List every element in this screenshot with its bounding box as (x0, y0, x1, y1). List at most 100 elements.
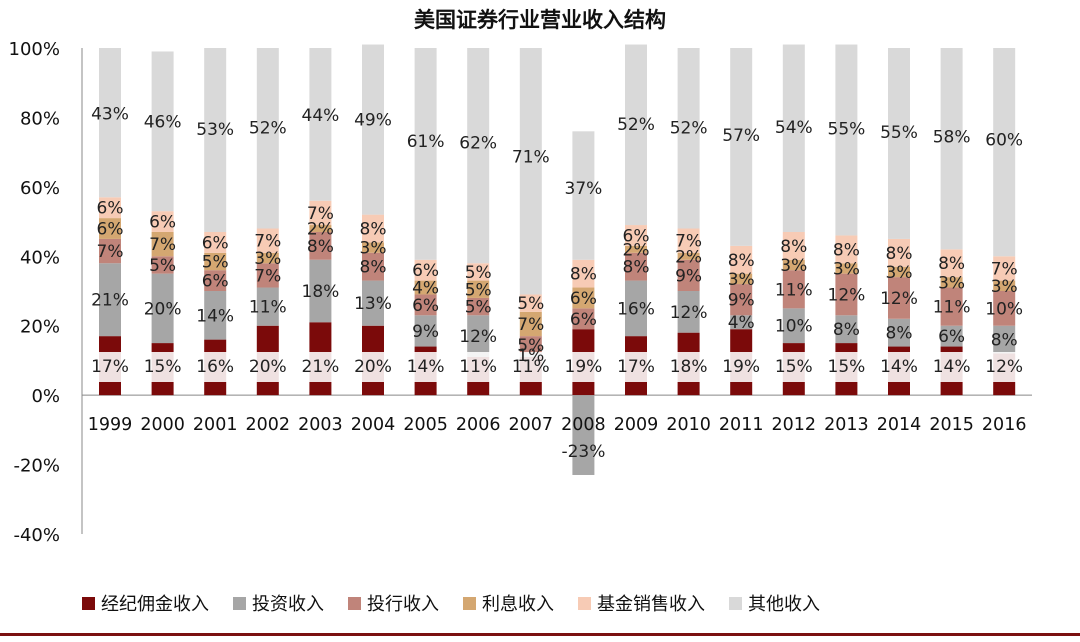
bar-segment-2000-s5 (151, 51, 174, 212)
data-label-2006-s0: 11% (459, 357, 497, 377)
data-label-2012-s3: 3% (780, 256, 807, 276)
bar-segment-1999-s2 (99, 238, 121, 264)
x-tick-label: 1999 (88, 415, 133, 435)
bar-segment-2003-s1 (309, 259, 332, 323)
x-tick-label: 2013 (824, 415, 869, 435)
data-label-2016-s1: 8% (991, 331, 1018, 351)
x-tick-label: 2005 (403, 415, 448, 435)
bar-segment-2016-s4 (993, 256, 1016, 281)
data-label-2016-s2: 10% (985, 299, 1023, 319)
data-label-2013-s4: 8% (833, 240, 860, 260)
bar-segment-2005-s3 (414, 280, 437, 295)
data-label-2009-s3: 2% (623, 240, 650, 260)
data-label-2009-s0: 17% (617, 357, 655, 377)
legend-swatch (82, 596, 95, 610)
data-label-2008-s0: 19% (565, 357, 603, 377)
data-label-2002-s3: 3% (254, 249, 281, 269)
bar-segment-2000-s2 (151, 256, 174, 274)
data-label-2007-s4: 5% (517, 294, 544, 314)
bar-segment-2007-s5 (519, 48, 542, 295)
bar-segment-2002-s2 (256, 263, 279, 288)
bar-segment-2006-s5 (467, 48, 490, 264)
chart-title: 美国证券行业营业收入结构 (414, 7, 666, 32)
data-label-1999-s2: 7% (97, 242, 124, 262)
brokerage-label-band (557, 352, 610, 382)
data-label-2000-s5: 46% (144, 113, 182, 133)
x-tick-layer: 1999 2000 2001 2002 2003 2004 2005 2006 2007 2008… (88, 415, 1027, 435)
bar-segment-2011-s4 (730, 245, 753, 274)
bar-segment-2004-s3 (362, 242, 384, 253)
data-label-2004-s5: 49% (354, 110, 392, 130)
legend: 经纪佣金收入 投资收入 投行收入 利息收入 基金销售收入 其他收入 (82, 590, 820, 616)
brokerage-label-band (294, 352, 347, 382)
bar-segment-2000-s4 (151, 211, 174, 232)
bar-segment-2005-s4 (414, 259, 437, 281)
data-label-2003-s3: 2% (307, 220, 334, 240)
data-label-2003-s1: 18% (302, 282, 340, 302)
legend-item: 投资收入 (233, 590, 324, 616)
bar-segment-2006-s1 (467, 315, 490, 357)
data-label-2003-s0: 21% (302, 357, 340, 377)
y-tick-label: 60% (20, 178, 60, 199)
y-tick-label: -40% (13, 525, 60, 546)
bar-segment-2014-s3 (888, 266, 910, 278)
bar-segment-2006-s4 (467, 263, 490, 281)
bar-segment-2011-s3 (730, 273, 753, 285)
bar-segment-2008-s1 (572, 395, 595, 475)
y-tick-label: 0% (31, 386, 60, 407)
bar-segment-1999-s1 (99, 263, 121, 337)
data-label-layer: 17%21%7%6%6%43%15%20%5%7%6%46%16%14%6%5%… (91, 105, 1023, 462)
brokerage-label-band (241, 352, 294, 382)
bar-segment-2010-s5 (677, 48, 700, 229)
bar-segment-2007-s3 (519, 311, 542, 337)
bar-segment-2010-s1 (677, 291, 700, 333)
legend-label: 利息收入 (482, 594, 554, 615)
y-tick-label: 80% (20, 108, 60, 129)
bar-segment-2009-s2 (625, 252, 647, 281)
bar-layer (99, 44, 1016, 475)
data-label-2007-s3: 7% (517, 315, 544, 335)
bar-segment-2016-s2 (993, 291, 1016, 326)
bar-segment-2002-s1 (256, 287, 279, 326)
data-label-2014-s0: 14% (880, 357, 918, 377)
bar-segment-2001-s4 (204, 231, 227, 253)
data-label-2008-s5: 37% (565, 179, 603, 199)
legend-label: 基金销售收入 (597, 594, 705, 615)
data-label-2004-s3: 3% (360, 239, 387, 259)
legend-item: 利息收入 (463, 590, 554, 616)
data-label-2013-s1: 8% (833, 320, 860, 340)
legend-item: 其他收入 (729, 590, 820, 616)
bar-segment-2003-s2 (309, 231, 332, 260)
data-label-2005-s2: 6% (412, 296, 439, 316)
data-label-2009-s5: 52% (617, 115, 655, 135)
x-tick-label: 2001 (193, 415, 238, 435)
y-tick-label: -20% (13, 456, 60, 477)
data-label-2016-s0: 12% (985, 357, 1023, 377)
data-label-2007-s0: 11% (512, 357, 550, 377)
data-label-2007-s1: 1% (517, 346, 544, 366)
data-label-2007-s2: 5% (517, 336, 544, 356)
data-label-2015-s4: 8% (938, 254, 965, 274)
data-label-2009-s4: 6% (623, 226, 650, 246)
brokerage-label-band (136, 352, 189, 382)
data-label-2006-s2: 5% (465, 298, 492, 318)
data-label-2015-s1: 6% (938, 327, 965, 347)
bar-segment-2013-s4 (835, 235, 858, 264)
x-tick-label: 2015 (929, 415, 974, 435)
bar-segment-2006-s2 (467, 297, 490, 316)
bar-segment-2015-s1 (940, 325, 963, 347)
data-label-2005-s0: 14% (407, 357, 445, 377)
bar-segment-1999-s3 (99, 218, 121, 239)
data-label-2006-s4: 5% (465, 263, 492, 283)
data-label-2012-s5: 54% (775, 118, 813, 138)
data-label-2011-s4: 8% (728, 251, 755, 271)
brokerage-label-band (189, 352, 242, 382)
data-label-2014-s2: 12% (880, 289, 918, 309)
bar-segment-2009-s1 (625, 280, 647, 337)
bar-segment-2014-s2 (888, 277, 910, 319)
bar-segment-2014-s1 (888, 318, 910, 347)
data-label-2012-s2: 11% (775, 280, 813, 300)
data-label-2013-s2: 12% (828, 285, 866, 305)
bar-segment-2005-s1 (414, 315, 437, 347)
